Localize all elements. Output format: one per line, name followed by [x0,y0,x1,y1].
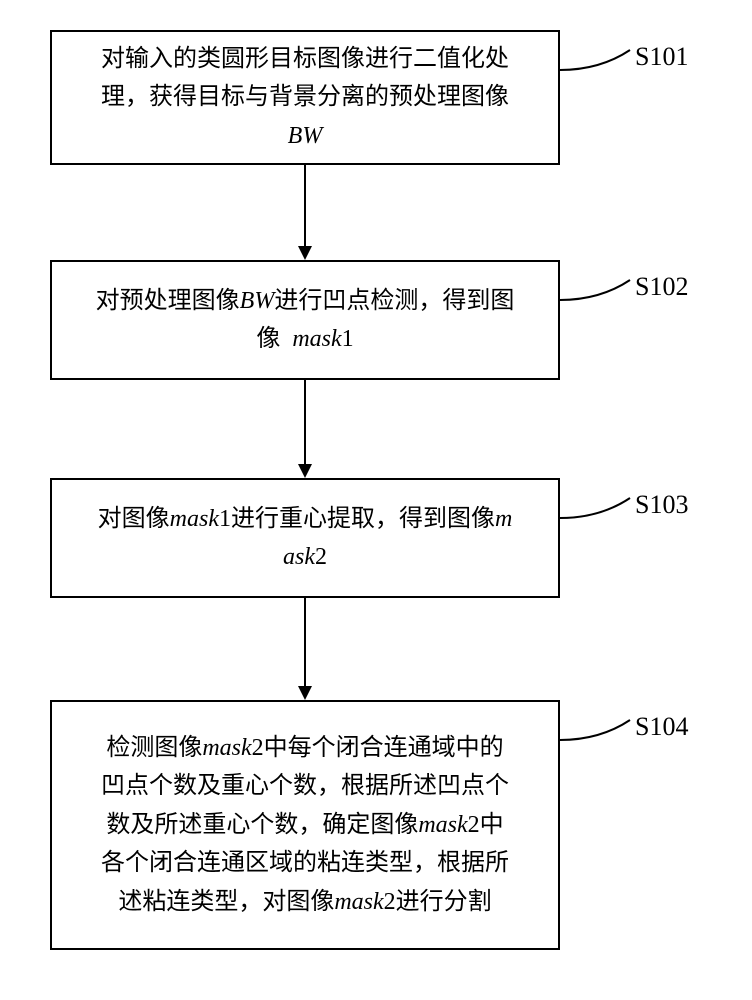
label-s101: S101 [635,42,688,72]
arrow-1-head [298,246,312,260]
arrow-2-head [298,464,312,478]
label-s103: S103 [635,490,688,520]
connector-s104 [560,710,635,750]
label-s102: S102 [635,272,688,302]
node-s103: 对图像mask1进行重心提取，得到图像m ask2 [50,478,560,598]
node-s102-text: 对预处理图像BW进行凹点检测，得到图 像 mask1 [96,282,515,359]
node-s102: 对预处理图像BW进行凹点检测，得到图 像 mask1 [50,260,560,380]
arrow-1-line [304,165,306,246]
connector-s101 [560,40,635,80]
node-s101-text: 对输入的类圆形目标图像进行二值化处 理，获得目标与背景分离的预处理图像 BW [101,40,509,155]
node-s104-text: 检测图像mask2中每个闭合连通域中的 凹点个数及重心个数，根据所述凹点个 数及… [101,729,509,921]
connector-s103 [560,488,635,528]
node-s103-text: 对图像mask1进行重心提取，得到图像m ask2 [98,500,513,577]
flowchart-canvas: 对输入的类圆形目标图像进行二值化处 理，获得目标与背景分离的预处理图像 BW S… [0,0,752,1000]
label-s104: S104 [635,712,688,742]
node-s101: 对输入的类圆形目标图像进行二值化处 理，获得目标与背景分离的预处理图像 BW [50,30,560,165]
node-s104: 检测图像mask2中每个闭合连通域中的 凹点个数及重心个数，根据所述凹点个 数及… [50,700,560,950]
arrow-3-line [304,598,306,686]
arrow-3-head [298,686,312,700]
connector-s102 [560,270,635,310]
arrow-2-line [304,380,306,464]
